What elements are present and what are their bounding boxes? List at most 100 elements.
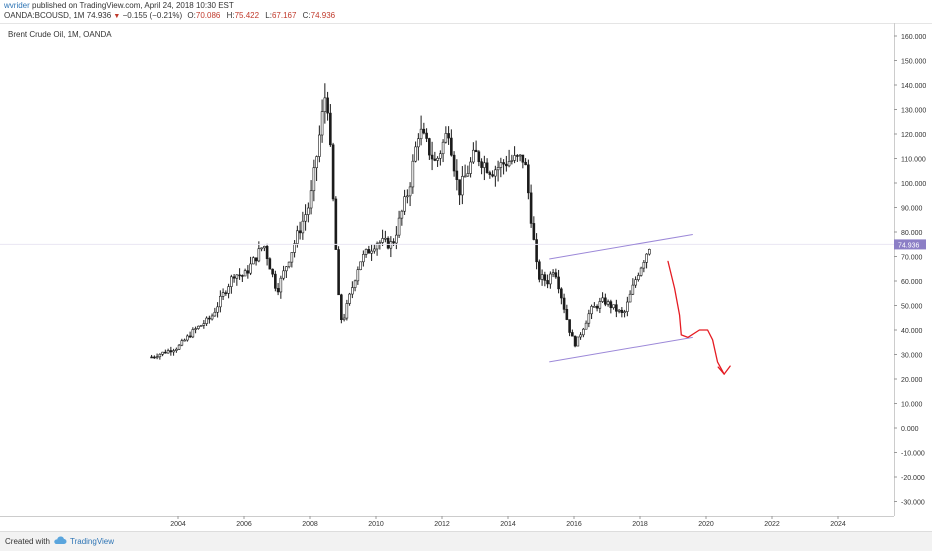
y-tick-label: 10.000 [901,402,923,409]
candle [216,302,219,318]
candle [593,302,596,308]
x-tick-label: 2022 [764,521,780,526]
candle [323,83,327,124]
candle [425,128,428,143]
candle [205,316,208,326]
candle [422,122,426,135]
candle [304,204,307,231]
candle [342,313,346,322]
candle [227,283,230,299]
y-tick-label: 80.000 [901,230,923,237]
candle [353,279,357,292]
candle [367,245,371,254]
candle [645,253,648,269]
candle [535,233,538,270]
candle [579,332,582,340]
candle [169,346,173,356]
y-tick-label: 150.000 [901,59,926,66]
chart-title: Brent Crude Oil, 1M, OANDA [8,30,112,39]
candle [414,141,417,163]
candle [637,272,640,282]
candle [617,309,621,314]
candle [565,304,569,321]
author-link[interactable]: wvrider [4,1,30,10]
x-tick-label: 2010 [368,521,384,526]
candle [287,261,291,269]
candle [197,325,200,330]
candle [364,248,368,258]
y-tick-label: 120.000 [901,132,926,139]
candle [219,290,222,313]
candle [458,179,461,205]
candle [441,139,445,163]
low-value: 67.167 [271,11,297,20]
price-chart[interactable]: Brent Crude Oil, 1M, OANDA -30.000 -20.00… [0,23,932,528]
footer-bar: Created with TradingView [0,531,932,551]
x-tick-label: 2006 [236,521,252,526]
candle [359,261,362,271]
candle [210,313,214,321]
candle [224,290,228,296]
candle [373,244,376,254]
x-tick-label: 2014 [500,521,516,526]
ohlc-summary: OANDA:BCOUSD, 1M 74.936 ▼ −0.155 (−0.21%… [4,11,339,20]
tradingview-link[interactable]: TradingView [70,537,115,546]
price-tag-bg [894,239,926,250]
candle [538,259,541,283]
candle [309,180,313,215]
candle [595,304,599,312]
candle [356,266,360,285]
candle [315,155,318,181]
candle [546,274,549,289]
candle [397,210,401,238]
candle [238,268,241,280]
hand-drawn-arrow-path[interactable] [667,260,725,375]
candle [620,307,624,318]
candle [639,266,643,277]
candle [615,299,618,318]
candle [584,320,588,330]
channel-upper-line[interactable] [549,233,693,260]
candle [499,157,503,178]
candle [642,260,646,273]
candle [378,240,382,250]
y-tick-label: 110.000 [901,157,926,164]
candle [345,299,349,321]
candle [463,164,467,178]
symbol-label: OANDA:BCOUSD, 1M [4,11,85,20]
candle [312,159,316,202]
candle [474,140,478,153]
candle [573,335,577,348]
x-axis: 2004 2006 2008 2010 2012 2014 2016 2018 2020 2022… [170,516,846,528]
y-tick-label: 140.000 [901,83,926,90]
candle [477,150,481,167]
candle [488,170,492,179]
channel-lower-line[interactable] [549,336,693,363]
candle [576,336,580,347]
candle [521,154,525,169]
y-tick-label: 100.000 [901,181,926,188]
candle [549,271,552,289]
candle [241,274,244,283]
candle [626,296,629,317]
created-with-label: Created with [5,537,50,546]
candle [606,299,610,307]
candle [381,229,384,247]
candle [199,324,203,327]
x-tick-label: 2004 [170,521,186,526]
drawings [0,233,894,376]
candle [507,149,511,168]
candle [268,257,272,270]
candle [326,91,329,121]
y-axis: -30.000 -20.000 -10.000 0.000 10.000 20.000 30… [894,34,926,507]
candle [395,226,398,250]
candle [232,274,236,283]
candle [370,244,373,261]
candle [221,288,225,300]
candle [265,243,269,266]
chart-container[interactable]: Brent Crude Oil, 1M, OANDA -30.000 -20.00… [0,23,932,528]
candle [557,269,560,294]
last-price: 74.936 [86,11,112,20]
candle [161,351,164,357]
candle [582,327,585,338]
